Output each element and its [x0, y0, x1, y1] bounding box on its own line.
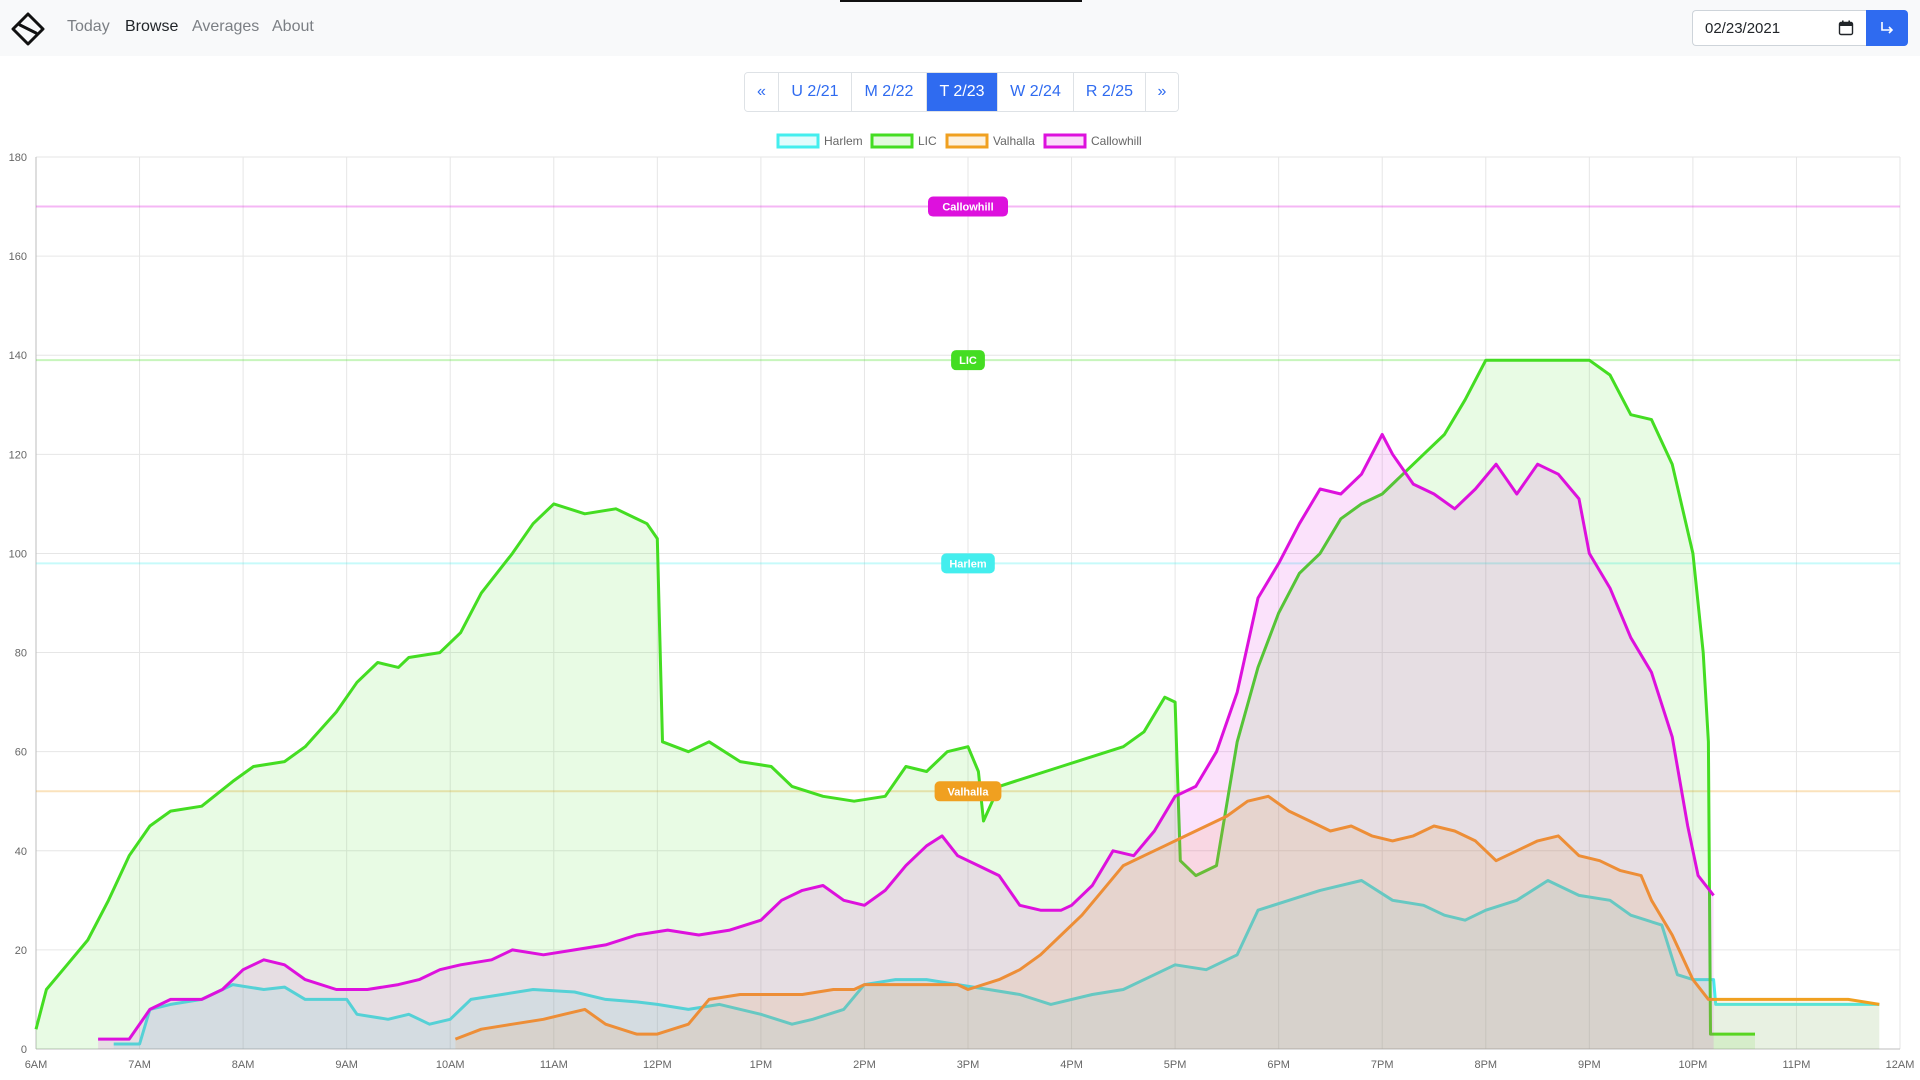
legend-label-callowhill: Callowhill: [1091, 134, 1142, 148]
y-tick-label: 160: [9, 251, 27, 263]
x-tick-label: 6PM: [1267, 1059, 1290, 1071]
capacity-badge-valhalla: [934, 781, 1002, 802]
area-lic: [36, 360, 1755, 1049]
legend-swatch-lic: [870, 133, 914, 149]
pager-day-mon[interactable]: M 2/22: [852, 73, 927, 111]
x-tick-label: 7PM: [1371, 1059, 1394, 1071]
y-tick-label: 60: [15, 747, 27, 759]
area-valhalla: [455, 796, 1880, 1049]
y-tick-label: 80: [15, 648, 27, 660]
area-callowhill: [98, 434, 1714, 1049]
y-tick-label: 20: [15, 945, 27, 957]
nav-link-averages[interactable]: Averages: [192, 18, 260, 35]
legend-swatch-harlem: [776, 133, 820, 149]
x-tick-label: 3PM: [957, 1059, 980, 1071]
pager-day-sun[interactable]: U 2/21: [779, 73, 852, 111]
capacity-badge-label-callowhill: Callowhill: [942, 202, 993, 214]
capacity-badge-label-lic: LIC: [959, 355, 977, 367]
x-tick-label: 1PM: [750, 1059, 773, 1071]
capacity-badge-lic: [951, 350, 985, 371]
nav-link-browse[interactable]: Browse: [125, 18, 179, 35]
x-tick-label: 11PM: [1782, 1059, 1810, 1071]
pager-prev[interactable]: «: [745, 73, 779, 111]
legend-label-harlem: Harlem: [824, 134, 863, 148]
x-tick-label: 10PM: [1679, 1059, 1708, 1071]
y-tick-label: 140: [9, 350, 27, 362]
capacity-badge-label-harlem: Harlem: [949, 558, 987, 570]
line-lic: [34, 358, 1755, 1036]
line-callowhill: [98, 433, 1715, 1041]
legend-swatch-valhalla: [945, 133, 989, 149]
y-tick-label: 0: [21, 1044, 27, 1056]
x-tick-label: 10AM: [436, 1059, 465, 1071]
capacity-badge-callowhill: [928, 196, 1008, 217]
y-tick-label: 120: [9, 449, 27, 461]
capacity-badge-harlem: [941, 553, 995, 574]
enter-arrow-icon: [1881, 22, 1894, 34]
top-divider: [840, 0, 1082, 2]
x-tick-label: 8PM: [1474, 1059, 1497, 1071]
day-pager: « U 2/21 M 2/22 T 2/23 W 2/24 R 2/25 »: [744, 72, 1179, 112]
x-tick-label: 9PM: [1578, 1059, 1601, 1071]
line-valhalla: [454, 794, 1880, 1041]
y-tick-label: 100: [9, 548, 27, 560]
calendar-icon[interactable]: [1838, 20, 1854, 36]
pager-day-tue[interactable]: T 2/23: [927, 73, 998, 111]
nav-link-about[interactable]: About: [272, 18, 314, 35]
x-tick-label: 8AM: [232, 1059, 255, 1071]
x-tick-label: 12AM: [1886, 1059, 1915, 1071]
x-tick-label: 11AM: [540, 1059, 568, 1071]
navbar: Today Browse Averages About 02/23/2021: [0, 0, 1920, 56]
x-tick-label: 5PM: [1164, 1059, 1187, 1071]
legend-swatch-callowhill: [1043, 133, 1087, 149]
pager-day-thu[interactable]: R 2/25: [1074, 73, 1146, 111]
x-tick-label: 6AM: [25, 1059, 48, 1071]
x-tick-label: 7AM: [128, 1059, 151, 1071]
legend-label-valhalla: Valhalla: [993, 134, 1035, 148]
x-tick-label: 4PM: [1060, 1059, 1083, 1071]
y-tick-label: 40: [15, 846, 27, 858]
nav-link-today[interactable]: Today: [67, 18, 110, 35]
legend-label-lic: LIC: [918, 134, 937, 148]
pager-day-wed[interactable]: W 2/24: [998, 73, 1074, 111]
area-harlem: [113, 880, 1880, 1049]
date-input-value: 02/23/2021: [1705, 19, 1781, 37]
capacity-badge-label-valhalla: Valhalla: [948, 786, 990, 798]
diamond-logo-icon[interactable]: [11, 12, 45, 46]
pager-next[interactable]: »: [1146, 73, 1178, 111]
y-tick-label: 180: [9, 152, 27, 164]
go-button[interactable]: [1866, 10, 1908, 46]
x-tick-label: 9AM: [335, 1059, 358, 1071]
x-tick-label: 2PM: [853, 1059, 876, 1071]
occupancy-chart: 0 20 40 60 80 100 120 140 160 180 6AM 7AM 8AM 9AM 10AM…: [9, 133, 1915, 1071]
date-input[interactable]: 02/23/2021: [1692, 10, 1866, 46]
x-tick-label: 12PM: [643, 1059, 672, 1071]
